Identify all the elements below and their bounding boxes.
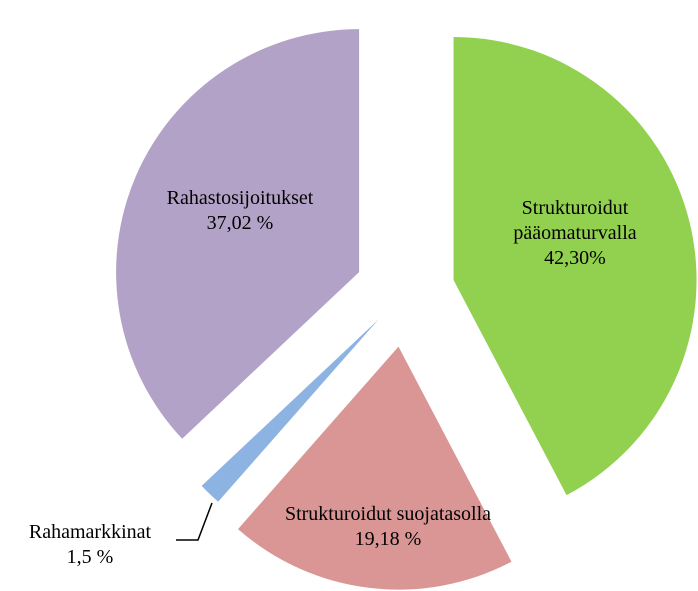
category-label: Strukturoidut pääomaturvalla — [513, 197, 637, 244]
value-label: 37,02 % — [206, 212, 274, 234]
pie-slice — [116, 29, 360, 439]
category-label: Rahastosijoitukset — [166, 187, 314, 209]
slice-label: Strukturoidut suojatasolla 19,18 % — [268, 502, 508, 552]
pie-slice — [201, 319, 379, 502]
value-label: 1,5 % — [66, 546, 114, 568]
pie-slice — [238, 346, 512, 590]
pie-slice — [453, 37, 697, 496]
value-label: 42,30% — [544, 247, 606, 269]
slice-label: Rahastosijoitukset 37,02 % — [110, 186, 370, 236]
leader-line — [176, 502, 213, 541]
value-label: 19,18 % — [354, 528, 422, 550]
category-label: Strukturoidut suojatasolla — [284, 503, 492, 525]
slice-label: Rahamarkkinat 1,5 % — [0, 520, 180, 570]
category-label: Rahamarkkinat — [28, 521, 152, 543]
slice-label: Strukturoidut pääomaturvalla 42,30% — [490, 196, 660, 271]
